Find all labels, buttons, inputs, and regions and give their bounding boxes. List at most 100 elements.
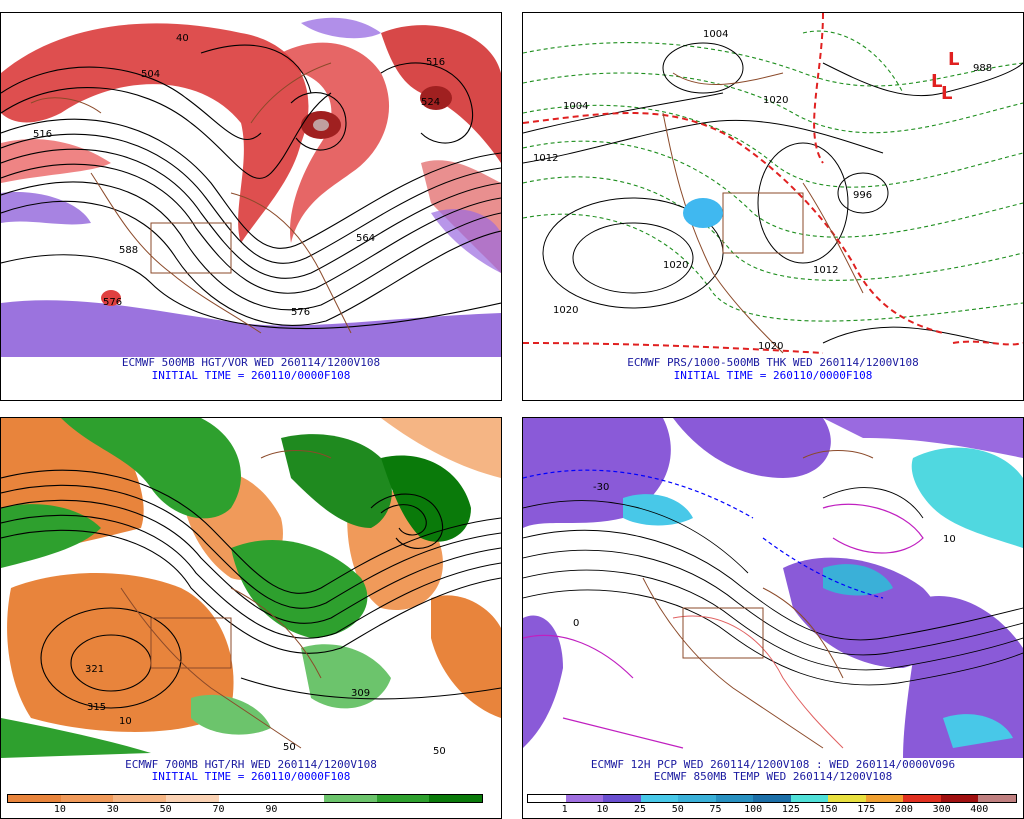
legend-tick-label: 300 (932, 804, 951, 815)
panel-pressure-thickness: L L L 1004 1020 1020 1012 1012 996 1004 … (522, 12, 1024, 401)
legend-tick-label: 1 (561, 804, 568, 815)
legend-ticks: 10 30 50 70 90 (7, 803, 483, 815)
contour-label: 321 (85, 664, 104, 675)
moist-region (191, 694, 271, 735)
panel-caption: ECMWF PRS/1000-500MB THK WED 260114/1200… (627, 356, 919, 369)
precip-region (903, 596, 1023, 758)
dry-region (431, 595, 501, 718)
precip-cluster (683, 198, 723, 228)
legend-swatch (271, 795, 325, 802)
contour-label: 1020 (663, 260, 688, 271)
initial-time: INITIAL TIME = 260110/0000F108 (673, 369, 873, 382)
moist-region (301, 644, 391, 709)
legend-tick-label: 150 (819, 804, 838, 815)
negative-vorticity (1, 192, 91, 225)
legend-swatch (429, 795, 483, 802)
panel-caption: ECMWF 500MB HGT/VOR WED 260114/1200V108 (121, 356, 381, 369)
map-precip: -30 10 0 (523, 418, 1023, 758)
contour-label: 988 (973, 63, 992, 74)
contour-label: 1012 (813, 265, 838, 276)
initial-time: INITIAL TIME = 260110/0000F108 (151, 369, 351, 382)
vortex-center (313, 119, 329, 131)
legend-tick-label: 50 (159, 804, 172, 815)
precip-color-legend: 1 10 25 50 75 100 125 150 175 200 300 400 (527, 794, 1017, 815)
legend-swatch (166, 795, 219, 802)
legend-tick-label: 70 (212, 804, 225, 815)
legend-tick-label: 90 (265, 804, 278, 815)
moist-region (381, 455, 471, 542)
legend-tick-label: 100 (744, 804, 763, 815)
legend-swatch (790, 795, 829, 802)
legend-tick-label: 175 (857, 804, 876, 815)
legend-swatch (376, 795, 430, 802)
moist-region (1, 718, 151, 758)
contour-label: 524 (421, 97, 440, 108)
legend-tick-label: 125 (781, 804, 800, 815)
legend-swatch (715, 795, 754, 802)
negative-vorticity (431, 209, 501, 273)
contour-label: 1020 (553, 305, 578, 316)
precip-region (783, 557, 941, 668)
contour-label: 1012 (533, 153, 558, 164)
vorticity-band (281, 42, 390, 243)
contour-label: 576 (291, 307, 310, 318)
legend-swatch (978, 795, 1016, 802)
vorticity-band (1, 139, 111, 183)
panel-700mb-height-rh: 321 315 10 50 50 309 ECMWF 700MB HGT/RH … (0, 417, 502, 819)
legend-swatch (603, 795, 641, 802)
dry-region (7, 573, 234, 732)
contour-label: 1020 (763, 95, 788, 106)
vortex-center (420, 86, 452, 110)
legend-tick-label: 10 (53, 804, 66, 815)
contour-label: 516 (426, 57, 445, 68)
legend-swatch (678, 795, 716, 802)
legend-swatch (565, 795, 604, 802)
low-pressure-marker: L (948, 49, 959, 70)
contour-label: 576 (103, 297, 122, 308)
precip-region (673, 418, 831, 478)
contour-label: 0 (573, 618, 579, 629)
contour-label: 10 (119, 716, 132, 727)
contour-label: 504 (141, 69, 160, 80)
contour-label: 1020 (758, 341, 783, 352)
contour-label: 1004 (703, 29, 728, 40)
panel-caption-secondary: ECMWF 850MB TEMP WED 260114/1200V108 (653, 770, 893, 783)
contour-label: 10 (943, 534, 956, 545)
legend-swatch (828, 795, 866, 802)
legend-tick-label: 30 (106, 804, 119, 815)
legend-swatch (324, 795, 377, 802)
moist-region (231, 539, 368, 638)
contour-label: 40 (176, 33, 189, 44)
heavy-precip (943, 714, 1013, 748)
legend-tick-label: 50 (671, 804, 684, 815)
contour-label: 309 (351, 688, 370, 699)
rh-color-legend: 10 30 50 70 90 (7, 794, 483, 815)
negative-vorticity (301, 17, 381, 39)
legend-tick-label: 400 (970, 804, 989, 815)
legend-swatch (8, 795, 61, 802)
legend-swatch (60, 795, 114, 802)
moist-region (1, 504, 101, 568)
contour-label: 50 (283, 742, 296, 753)
legend-color-bar (527, 794, 1017, 803)
vortex-center (101, 290, 121, 306)
map-500mb: 504 516 516 588 576 576 564 40 524 (1, 13, 501, 357)
contour-label: -30 (593, 482, 609, 493)
negative-vorticity (1, 300, 501, 357)
low-pressure-marker: L (931, 71, 942, 92)
legend-tick-label: 10 (596, 804, 609, 815)
contour-label: 996 (853, 190, 872, 201)
legend-tick-label: 200 (894, 804, 913, 815)
precip-region (823, 418, 1023, 458)
heavy-precip (911, 447, 1023, 548)
panel-500mb-height-vorticity: 504 516 516 588 576 576 564 40 524 ECMWF… (0, 12, 502, 401)
legend-swatch (113, 795, 167, 802)
legend-swatch (903, 795, 941, 802)
dry-region (381, 418, 501, 478)
contour-label: 588 (119, 245, 138, 256)
legend-swatch (640, 795, 679, 802)
moist-region (281, 434, 392, 528)
panel-precip-850mb-temp: -30 10 0 ECMWF 12H PCP WED 260114/1200V1… (522, 417, 1024, 819)
legend-swatch (753, 795, 791, 802)
legend-tick-label: 25 (634, 804, 647, 815)
